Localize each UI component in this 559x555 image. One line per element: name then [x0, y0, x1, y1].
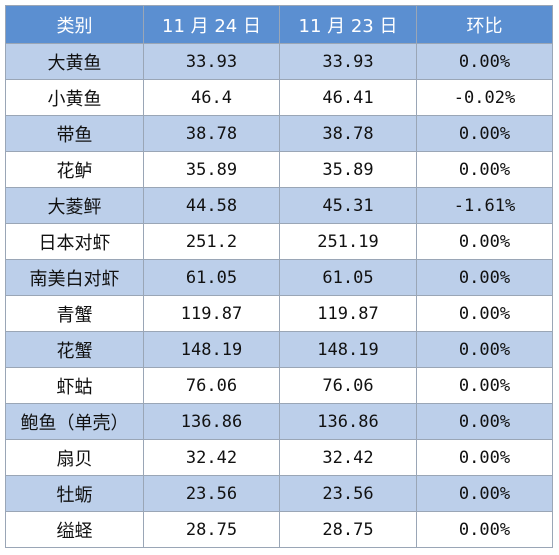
header-date-nov23: 11 月 23 日 [279, 5, 417, 44]
cell-category: 大菱鲆 [5, 187, 144, 224]
cell-change: 0.00% [416, 367, 553, 404]
cell-price-nov23: 35.89 [279, 151, 417, 188]
header-row: 类别 11 月 24 日 11 月 23 日 环比 [5, 5, 553, 44]
cell-category: 大黄鱼 [5, 43, 144, 80]
table-row: 南美白对虾 61.05 61.05 0.00% [5, 259, 553, 296]
cell-category: 牡蛎 [5, 475, 144, 512]
table-row: 大黄鱼 33.93 33.93 0.00% [5, 43, 553, 80]
table-body: 大黄鱼 33.93 33.93 0.00% 小黄鱼 46.4 46.41 -0.02% 带鱼… [5, 43, 553, 548]
cell-category: 花蟹 [5, 331, 144, 368]
cell-category: 南美白对虾 [5, 259, 144, 296]
cell-price-nov23: 33.93 [279, 43, 417, 80]
cell-price-nov24: 46.4 [143, 79, 280, 116]
table-row: 牡蛎 23.56 23.56 0.00% [5, 475, 553, 512]
cell-category: 青蟹 [5, 295, 144, 332]
cell-price-nov24: 28.75 [143, 511, 280, 548]
cell-change: 0.00% [416, 439, 553, 476]
price-table: 类别 11 月 24 日 11 月 23 日 环比 大黄鱼 33.93 33.93 0… [5, 5, 553, 548]
table-row: 日本对虾 251.2 251.19 0.00% [5, 223, 553, 260]
cell-change: 0.00% [416, 295, 553, 332]
cell-price-nov24: 38.78 [143, 115, 280, 152]
cell-category: 缢蛏 [5, 511, 144, 548]
cell-price-nov24: 32.42 [143, 439, 280, 476]
cell-change: -0.02% [416, 79, 553, 116]
cell-change: 0.00% [416, 259, 553, 296]
cell-change: 0.00% [416, 43, 553, 80]
cell-category: 鲍鱼（单壳） [5, 403, 144, 440]
cell-price-nov24: 23.56 [143, 475, 280, 512]
cell-price-nov24: 35.89 [143, 151, 280, 188]
cell-price-nov23: 46.41 [279, 79, 417, 116]
table-row: 大菱鲆 44.58 45.31 -1.61% [5, 187, 553, 224]
cell-category: 花鲈 [5, 151, 144, 188]
cell-price-nov24: 136.86 [143, 403, 280, 440]
cell-category: 日本对虾 [5, 223, 144, 260]
cell-price-nov24: 33.93 [143, 43, 280, 80]
cell-category: 带鱼 [5, 115, 144, 152]
cell-price-nov24: 119.87 [143, 295, 280, 332]
cell-price-nov23: 136.86 [279, 403, 417, 440]
cell-price-nov23: 23.56 [279, 475, 417, 512]
price-table-container: 类别 11 月 24 日 11 月 23 日 环比 大黄鱼 33.93 33.93 0… [5, 5, 553, 548]
cell-change: 0.00% [416, 403, 553, 440]
cell-price-nov24: 76.06 [143, 367, 280, 404]
table-row: 虾蛄 76.06 76.06 0.00% [5, 367, 553, 404]
cell-change: 0.00% [416, 331, 553, 368]
cell-price-nov24: 61.05 [143, 259, 280, 296]
table-row: 扇贝 32.42 32.42 0.00% [5, 439, 553, 476]
cell-category: 虾蛄 [5, 367, 144, 404]
table-row: 花蟹 148.19 148.19 0.00% [5, 331, 553, 368]
cell-price-nov23: 61.05 [279, 259, 417, 296]
cell-price-nov23: 76.06 [279, 367, 417, 404]
cell-price-nov24: 251.2 [143, 223, 280, 260]
table-header: 类别 11 月 24 日 11 月 23 日 环比 [5, 5, 553, 44]
header-change: 环比 [416, 5, 553, 44]
cell-change: 0.00% [416, 511, 553, 548]
cell-change: 0.00% [416, 151, 553, 188]
header-date-nov24: 11 月 24 日 [143, 5, 280, 44]
header-category: 类别 [5, 5, 144, 44]
cell-category: 扇贝 [5, 439, 144, 476]
cell-price-nov23: 28.75 [279, 511, 417, 548]
cell-price-nov23: 148.19 [279, 331, 417, 368]
cell-price-nov23: 119.87 [279, 295, 417, 332]
table-row: 鲍鱼（单壳） 136.86 136.86 0.00% [5, 403, 553, 440]
cell-change: -1.61% [416, 187, 553, 224]
cell-price-nov23: 251.19 [279, 223, 417, 260]
cell-price-nov24: 148.19 [143, 331, 280, 368]
cell-category: 小黄鱼 [5, 79, 144, 116]
cell-price-nov23: 38.78 [279, 115, 417, 152]
cell-price-nov23: 45.31 [279, 187, 417, 224]
table-row: 小黄鱼 46.4 46.41 -0.02% [5, 79, 553, 116]
cell-change: 0.00% [416, 223, 553, 260]
table-row: 青蟹 119.87 119.87 0.00% [5, 295, 553, 332]
table-row: 带鱼 38.78 38.78 0.00% [5, 115, 553, 152]
cell-price-nov24: 44.58 [143, 187, 280, 224]
table-row: 缢蛏 28.75 28.75 0.00% [5, 511, 553, 548]
cell-price-nov23: 32.42 [279, 439, 417, 476]
cell-change: 0.00% [416, 475, 553, 512]
cell-change: 0.00% [416, 115, 553, 152]
table-row: 花鲈 35.89 35.89 0.00% [5, 151, 553, 188]
